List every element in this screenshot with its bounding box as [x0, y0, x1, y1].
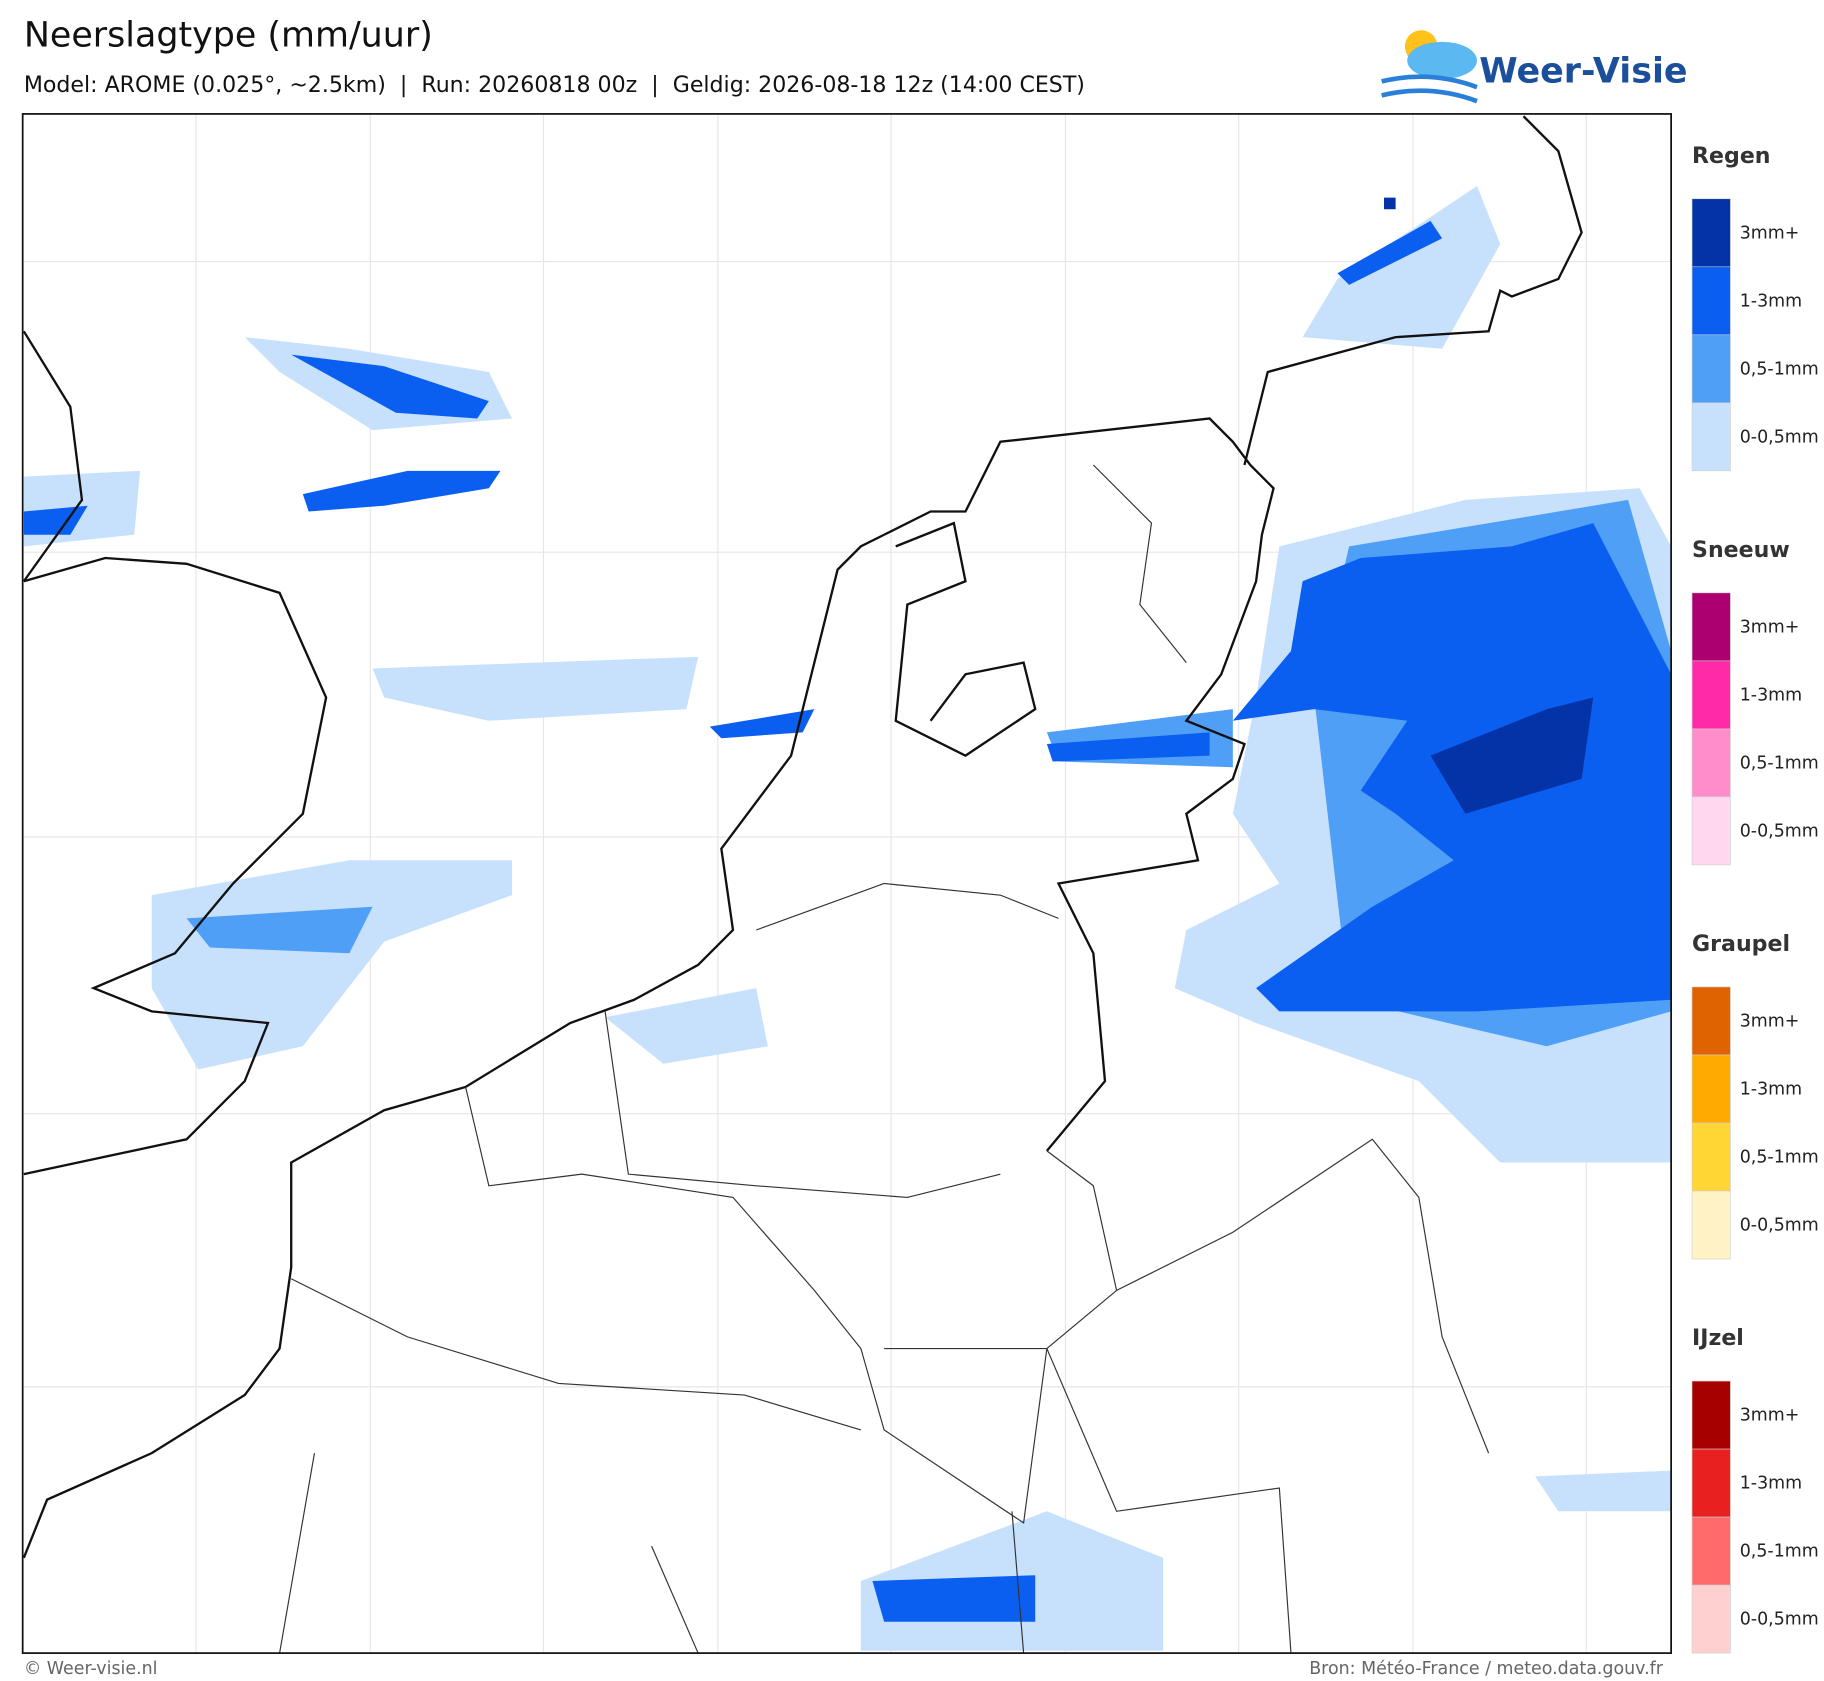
- legend-swatch: [1691, 198, 1731, 268]
- legend-swatch: [1691, 266, 1731, 336]
- legend-swatch: [1691, 1380, 1731, 1450]
- logo: Weer-Visie: [1381, 30, 1688, 104]
- legend-label: 1-3mm: [1740, 685, 1802, 705]
- map: [21, 113, 1672, 1654]
- legend-swatch: [1691, 1584, 1731, 1654]
- footer-left: © Weer-visie.nl: [24, 1659, 158, 1679]
- footer-right: Bron: Météo-France / meteo.data.gouv.fr: [1309, 1659, 1664, 1679]
- legend: Regen 3mm+ 1-3mm 0,5-1mm 0-0,5mm Sneeuw 3mm+ 1-…: [1691, 144, 1819, 1654]
- legend-swatch: [1691, 728, 1731, 798]
- legend-label: 0-0,5mm: [1740, 427, 1819, 447]
- legend-swatch: [1691, 796, 1731, 866]
- legend-swatch: [1691, 660, 1731, 730]
- title: Neerslagtype (mm/uur): [24, 16, 433, 56]
- legend-swatch: [1691, 334, 1731, 404]
- legend-label: 3mm+: [1740, 1406, 1800, 1426]
- legend-swatch: [1691, 1054, 1731, 1124]
- legend-label: 0-0,5mm: [1740, 821, 1819, 841]
- logo-text: Weer-Visie: [1479, 52, 1687, 92]
- legend-label: 3mm+: [1740, 1012, 1800, 1032]
- legend-swatch: [1691, 402, 1731, 472]
- legend-title: Sneeuw: [1692, 538, 1790, 563]
- legend-label: 0,5-1mm: [1740, 359, 1819, 379]
- legend-swatch: [1691, 592, 1731, 662]
- legend-swatch: [1691, 1122, 1731, 1192]
- legend-swatch: [1691, 1448, 1731, 1518]
- legend-swatch: [1691, 1190, 1731, 1260]
- legend-label: 0,5-1mm: [1740, 753, 1819, 773]
- legend-label: 1-3mm: [1740, 1080, 1802, 1100]
- legend-label: 0-0,5mm: [1740, 1610, 1819, 1630]
- legend-label: 0,5-1mm: [1740, 1148, 1819, 1168]
- legend-label: 0,5-1mm: [1740, 1542, 1819, 1562]
- legend-swatch: [1691, 986, 1731, 1056]
- legend-label: 1-3mm: [1740, 1474, 1802, 1494]
- subtitle: Model: AROME (0.025°, ~2.5km) | Run: 202…: [24, 73, 1085, 98]
- legend-swatch: [1691, 1516, 1731, 1586]
- legend-label: 0-0,5mm: [1740, 1216, 1819, 1236]
- legend-title: Graupel: [1692, 932, 1790, 957]
- legend-title: IJzel: [1692, 1326, 1744, 1351]
- legend-label: 1-3mm: [1740, 291, 1802, 311]
- legend-title: Regen: [1692, 144, 1770, 169]
- legend-label: 3mm+: [1740, 223, 1800, 243]
- legend-label: 3mm+: [1740, 617, 1800, 637]
